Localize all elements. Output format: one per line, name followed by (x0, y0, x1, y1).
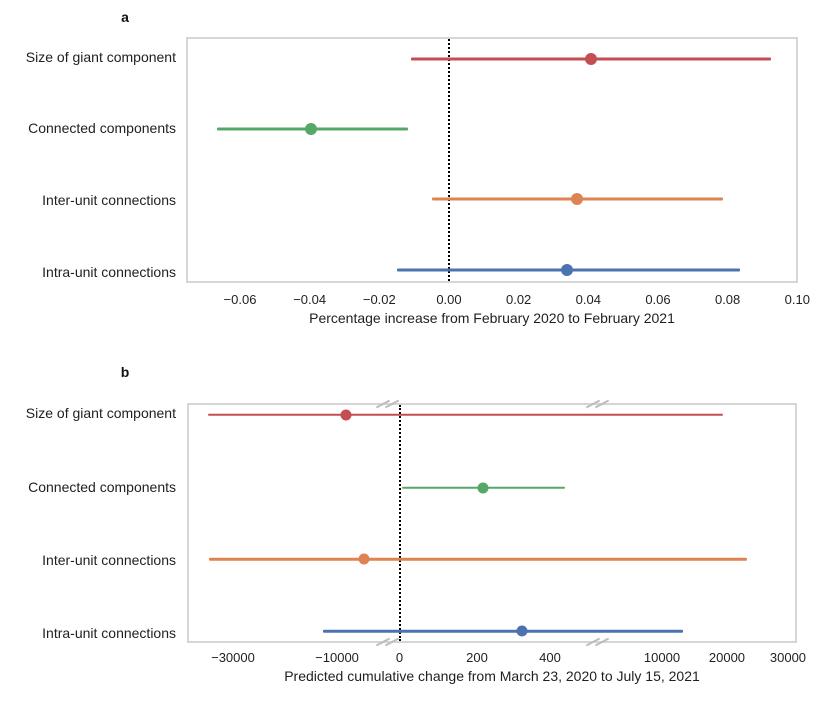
panel-a-x-axis-title: Percentage increase from February 2020 t… (309, 310, 675, 326)
point-estimate-size-of-giant-component (340, 409, 352, 421)
panel-a-plot-area (186, 37, 798, 283)
ci-line-inter-unit-connections (208, 558, 747, 561)
panel-b-x-tick-10000: 10000 (643, 650, 681, 665)
panel-a-x-tick-0-02: 0.02 (505, 292, 532, 307)
ci-line-intra-unit-connections (323, 629, 683, 633)
panel-b-x-axis-ticks: −30000 −10000 0 200 400 10000 20000 30000 (187, 650, 806, 666)
panel-b-x-tick-400: 400 (539, 650, 561, 665)
panel-a-x-tick-0-04: −0.04 (293, 292, 327, 307)
point-estimate-connected-components (304, 122, 317, 135)
panel-b-x-tick-30000: −30000 (211, 650, 255, 665)
panel-a-x-tick-0-06: −0.06 (223, 292, 257, 307)
point-estimate-connected-components (477, 482, 489, 494)
category-label-connected-components: Connected components (28, 120, 176, 137)
panel-b-x-tick-200: 200 (466, 650, 488, 665)
panel-a-letter: a (121, 9, 129, 25)
panel-a-category-labels: Size of giant component Connected compone… (0, 37, 176, 283)
panel-b-x-tick-20000: 20000 (708, 650, 746, 665)
panel-b-x-axis-title: Predicted cumulative change from March 2… (284, 668, 700, 684)
point-estimate-intra-unit-connections (560, 264, 573, 277)
panel-b-zero-reference-line (399, 405, 402, 641)
panel-b-plot-area (187, 399, 797, 647)
ci-line-size-of-giant-component (208, 413, 724, 417)
category-label-intra-unit-connections: Intra-unit connections (42, 624, 176, 641)
panel-b-x-tick-10000: −10000 (315, 650, 359, 665)
panel-a-x-tick-0-00: 0.00 (436, 292, 462, 307)
panel-a-x-tick-0-02: −0.02 (362, 292, 396, 307)
point-estimate-inter-unit-connections (571, 193, 584, 206)
panel-b-letter: b (120, 364, 130, 380)
panel-a-x-tick-0-06: 0.06 (645, 292, 671, 307)
panel-a-zero-reference-line (448, 39, 451, 281)
panel-a-x-axis-ticks: −0.06 −0.04 −0.02 0.00 0.02 0.04 0.06 0.08 0.10 (186, 292, 810, 308)
category-label-size-of-giant-component: Size of giant component (25, 48, 176, 65)
panel-b-x-tick-30000: 30000 (769, 650, 807, 665)
category-label-intra-unit-connections: Intra-unit connections (42, 263, 176, 280)
point-estimate-size-of-giant-component (585, 52, 598, 65)
panel-b-category-labels: Size of giant component Connected compone… (0, 403, 176, 643)
category-label-connected-components: Connected components (28, 479, 176, 495)
category-label-size-of-giant-component: Size of giant component (25, 405, 176, 422)
category-label-inter-unit-connections: Inter-unit connections (42, 192, 176, 209)
panel-a-x-tick-0-10: 0.10 (784, 292, 810, 307)
point-estimate-intra-unit-connections (516, 625, 528, 637)
point-estimate-inter-unit-connections (358, 553, 370, 565)
panel-b-x-tick-0: 0 (395, 650, 404, 665)
panel-a-x-tick-0-08: 0.08 (714, 292, 741, 307)
category-label-inter-unit-connections: Inter-unit connections (42, 551, 176, 568)
panel-a-x-tick-0-04: 0.04 (575, 292, 601, 307)
